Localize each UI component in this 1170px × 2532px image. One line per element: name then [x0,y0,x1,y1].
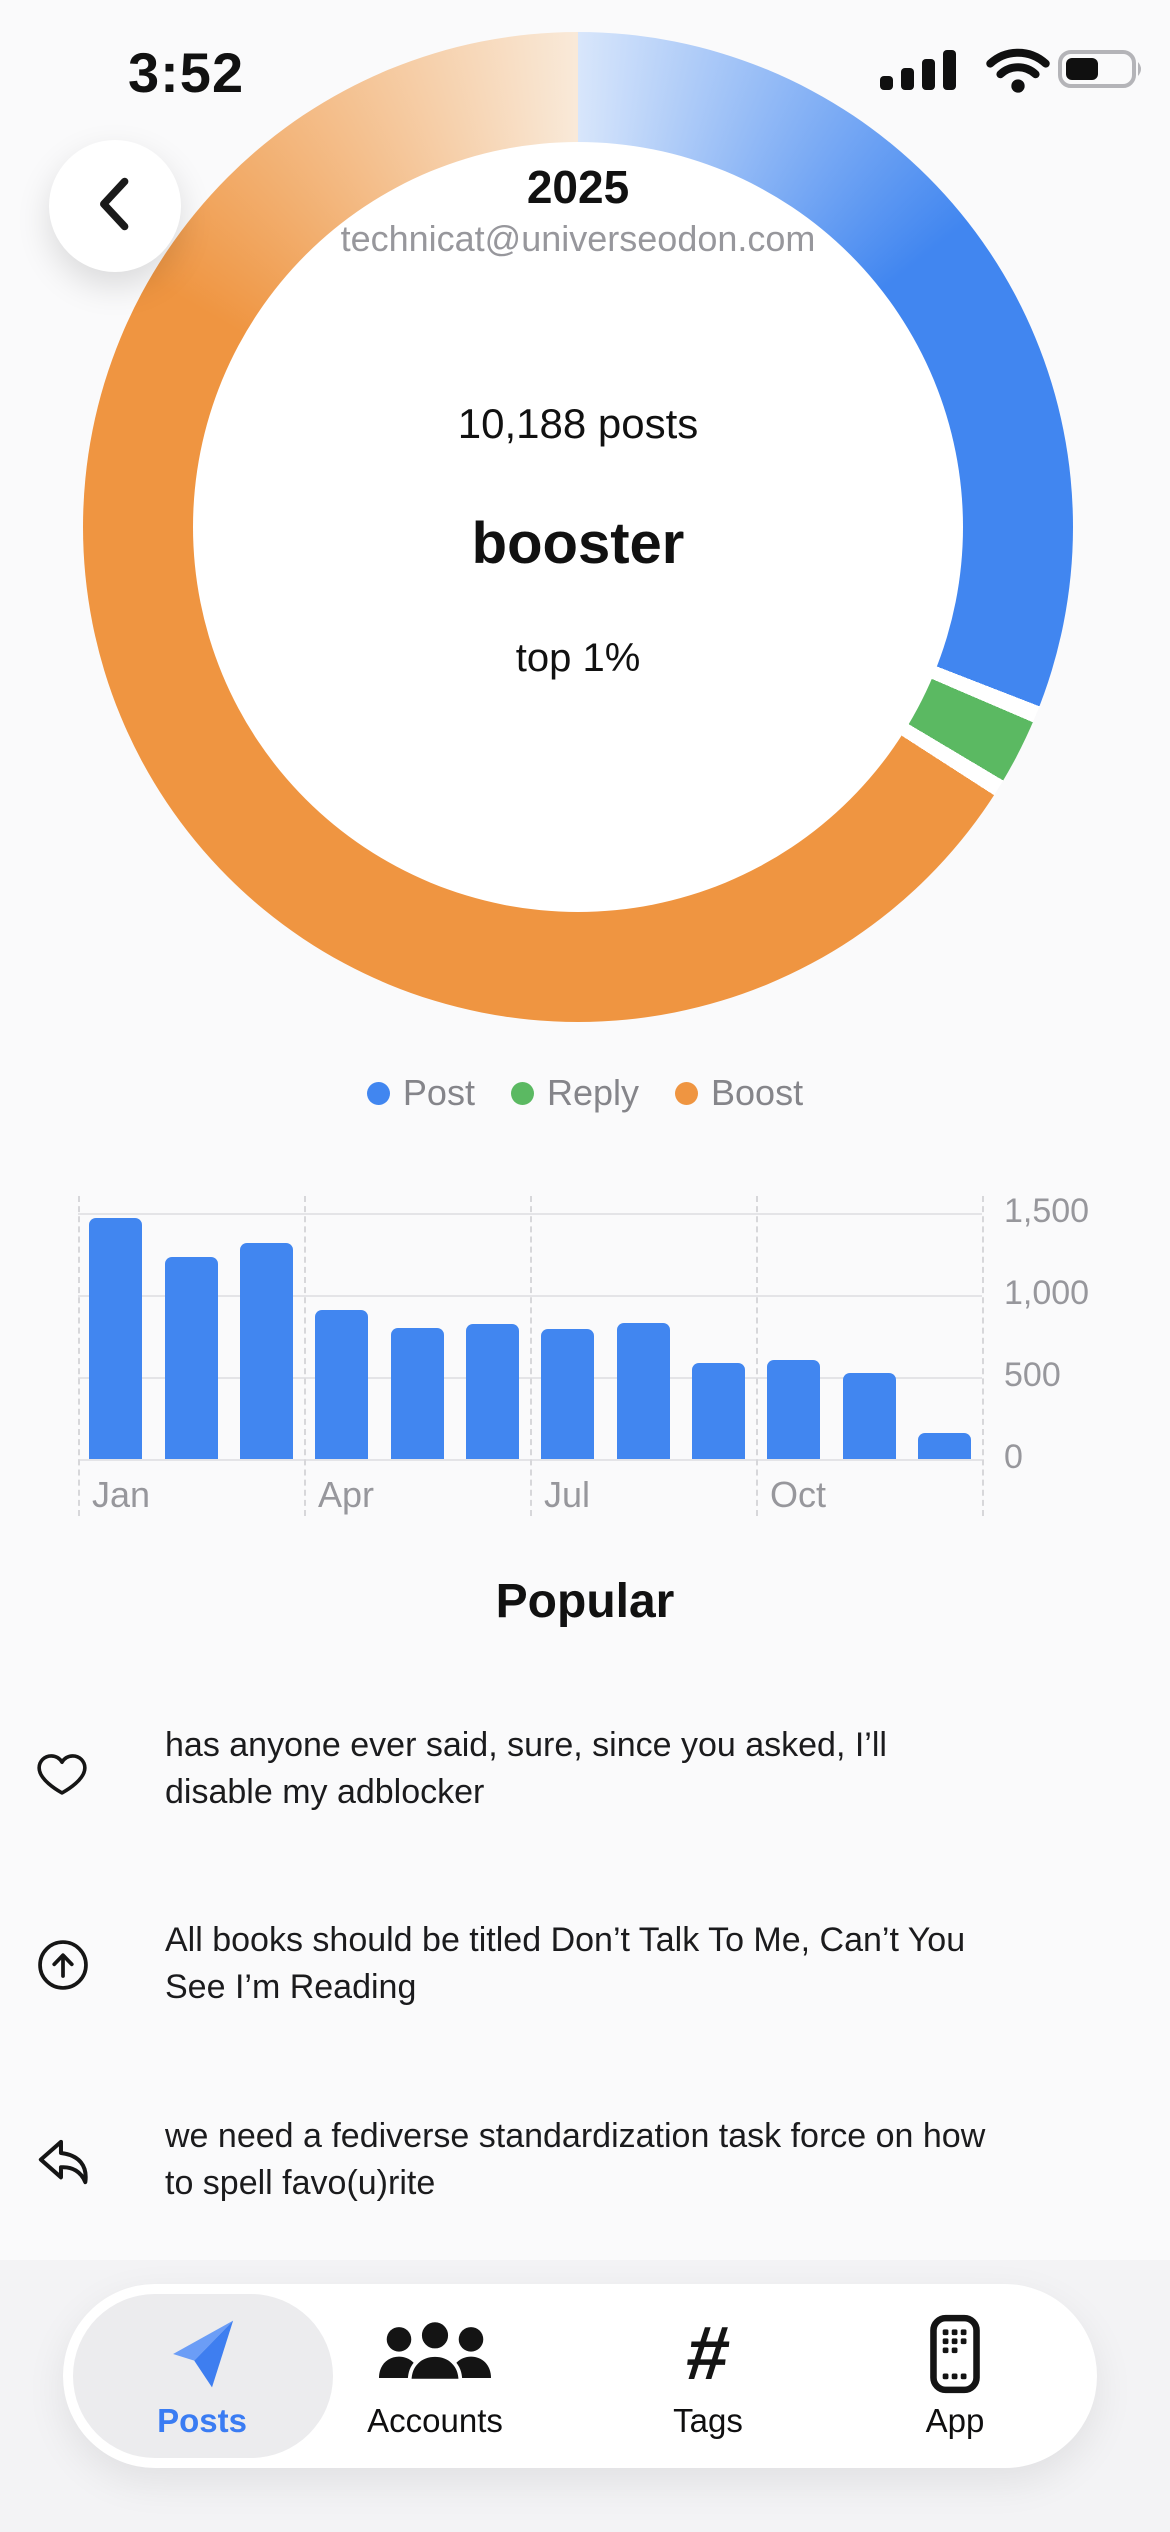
people-icon [372,2312,498,2396]
battery-icon [1058,50,1150,93]
x-axis-tick: Jul [544,1474,591,1515]
bar-mar [239,1243,293,1459]
bar-jul [541,1329,595,1459]
dashed-gridline [756,1196,758,1516]
legend-label: Reply [546,1072,640,1113]
popular-item-text: All books should be titled Don’t Talk To… [165,1921,966,2006]
bar-may [390,1328,444,1459]
arrow-up-circle-icon [36,1938,90,1997]
chevron-left-icon [92,175,138,238]
reply-arrow-icon [36,2136,94,2193]
donut-inner-circle [193,142,963,912]
bar-feb [164,1257,218,1459]
active-tab-highlight [73,2294,333,2458]
heart-icon [36,1744,88,1803]
y-axis-tick: 0 [1004,1438,1023,1476]
account-handle: technicat@universeodon.com [340,218,816,259]
tab-posts[interactable]: Posts [92,2284,312,2468]
legend-label: Post [402,1072,475,1113]
bar-nov [842,1373,896,1459]
legend-dot-icon [366,1081,390,1105]
tab-bar: Posts Accounts # Tags App [63,2284,1097,2468]
legend-dot-icon [675,1081,699,1105]
dashed-gridline [530,1196,532,1516]
paper-plane-icon [163,2312,241,2396]
bar-aug [616,1323,670,1459]
phone-app-icon [924,2312,986,2396]
tab-label: Posts [157,2402,247,2439]
donut-legend: Post Reply Boost [0,1072,1170,1114]
legend-item-reply: Reply [510,1072,640,1114]
tab-accounts[interactable]: Accounts [325,2284,545,2468]
tab-label: App [925,2402,985,2439]
bar-dec [917,1433,971,1459]
top-percent-label: top 1% [515,636,641,680]
popular-section-title: Popular [495,1575,675,1628]
bar-chart-plot-area [78,1213,982,1461]
x-axis-tick: Apr [318,1474,375,1515]
wifi-icon [986,46,1050,99]
status-time: 3:52 [128,41,245,104]
dashed-gridline [78,1196,80,1516]
bar-jun [465,1324,519,1459]
y-axis-tick: 1,000 [1004,1274,1090,1312]
y-axis-tick: 500 [1004,1356,1061,1394]
popular-item-text: has anyone ever said, sure, since you as… [165,1726,887,1811]
tab-app[interactable]: App [845,2284,1065,2468]
bar-oct [767,1360,821,1459]
y-axis-tick: 1,500 [1004,1192,1090,1230]
x-axis-tick: Jan [92,1474,151,1515]
hashtag-icon: # [682,2311,734,2396]
page-title-year: 2025 [526,161,630,213]
popular-item-text: we need a fediverse standardization task… [165,2117,986,2202]
x-axis-tick: Oct [770,1474,827,1515]
tab-label: Tags [673,2402,743,2439]
back-button[interactable] [49,140,181,272]
posts-count: 10,188 posts [457,400,699,447]
dashed-gridline [982,1196,984,1516]
monthly-posts-bar-chart: 1,500 1,000 500 0 Jan Apr Jul Oct [0,1180,1170,1525]
bar-apr [315,1310,369,1459]
bar-sep [691,1363,745,1459]
booster-badge: booster [471,511,685,576]
legend-item-post: Post [366,1072,475,1114]
legend-item-boost: Boost [675,1072,803,1114]
dashed-gridline [304,1196,306,1516]
legend-dot-icon [510,1081,534,1105]
legend-label: Boost [711,1072,804,1113]
cellular-signal-icon [878,48,968,95]
tab-tags[interactable]: # Tags [598,2284,818,2468]
tab-label: Accounts [367,2402,503,2439]
bar-jan [89,1218,143,1459]
